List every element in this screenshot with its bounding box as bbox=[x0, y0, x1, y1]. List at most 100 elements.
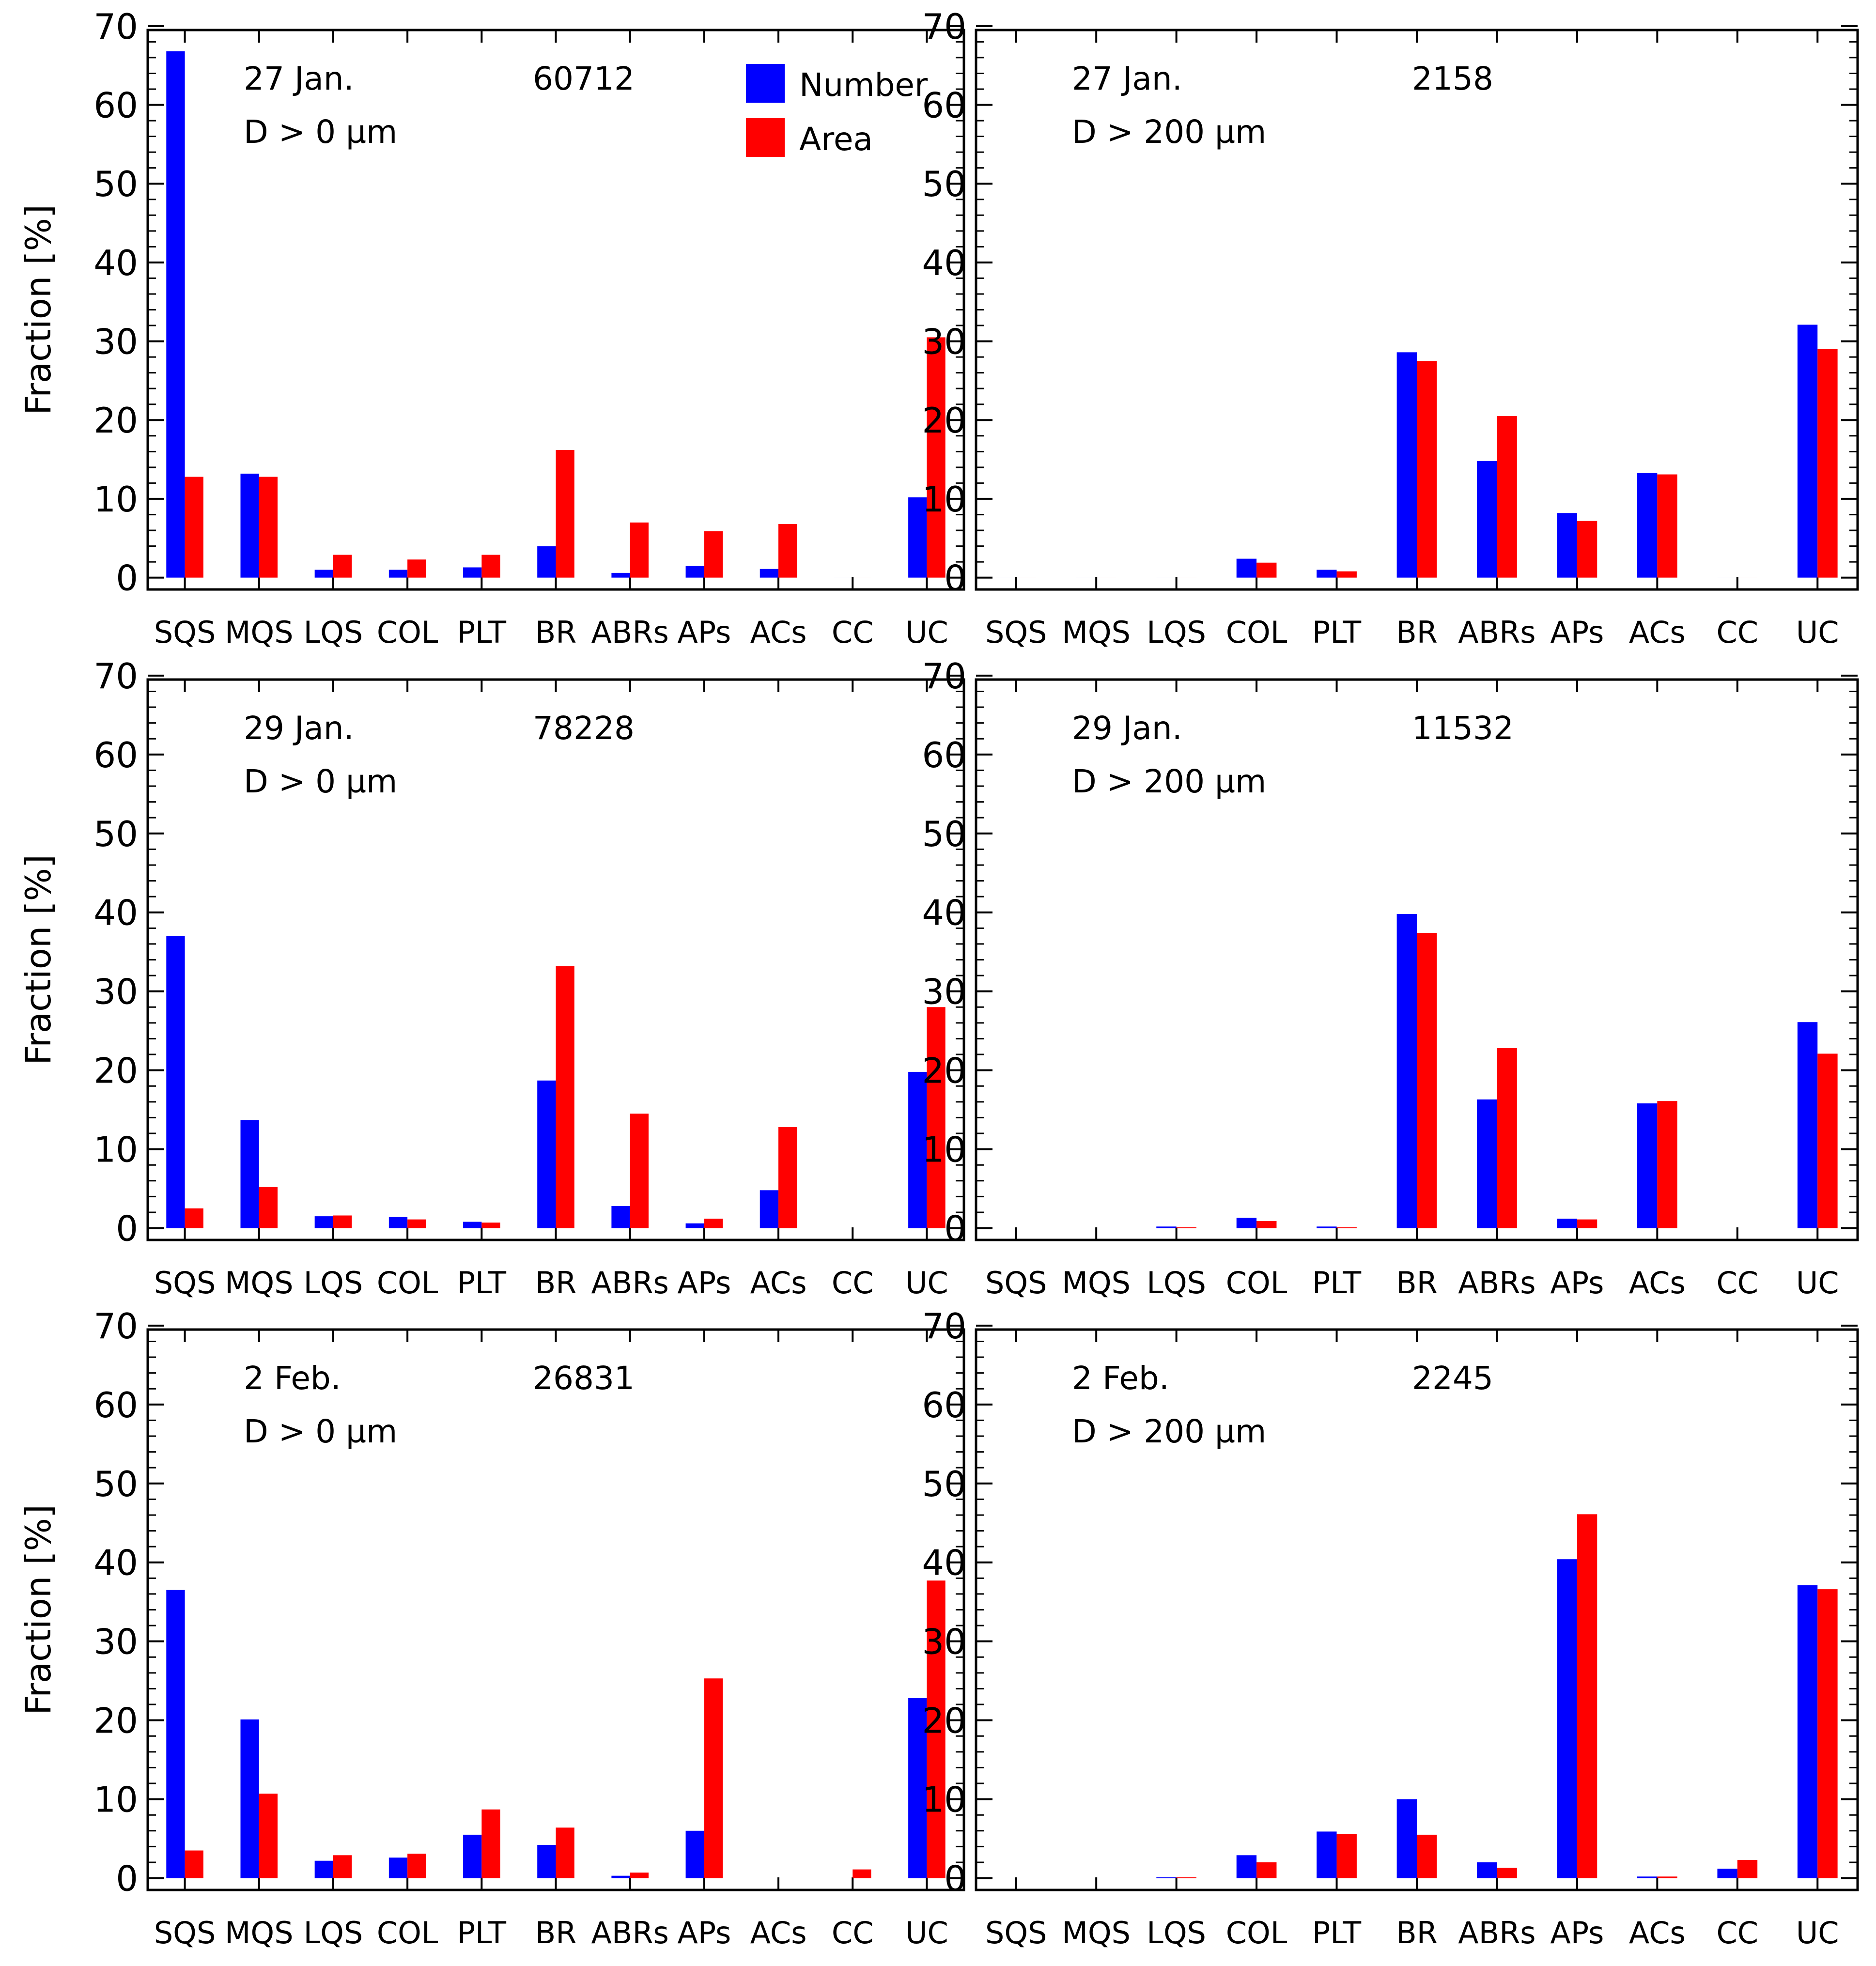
panel-count: 2245 bbox=[1412, 1360, 1493, 1397]
x-tick-label: COL bbox=[1226, 1265, 1287, 1300]
x-tick-label: LQS bbox=[304, 615, 363, 650]
bar-number bbox=[388, 570, 408, 578]
x-tick-label: CC bbox=[1717, 1265, 1759, 1300]
y-tick-label: 10 bbox=[93, 1130, 138, 1170]
bar-area bbox=[853, 1869, 871, 1878]
bar-number bbox=[166, 51, 185, 578]
bar-area bbox=[1497, 1048, 1517, 1228]
bar-number bbox=[1396, 1799, 1417, 1878]
bar-number bbox=[1317, 1226, 1337, 1228]
bar-area bbox=[185, 477, 203, 578]
panel-size-cut: D > 200 µm bbox=[1072, 1413, 1266, 1450]
bar-area bbox=[1817, 1053, 1838, 1228]
bar-number bbox=[314, 1860, 333, 1878]
y-tick-label: 40 bbox=[93, 1543, 138, 1583]
x-tick-label: UC bbox=[1796, 1265, 1839, 1300]
bar-area bbox=[1817, 349, 1838, 578]
bar-number bbox=[611, 1875, 630, 1878]
x-tick-label: ABRs bbox=[1458, 615, 1535, 650]
panel-4: 0 10 20 30 40 50 60 70 SQS MQS LQS COL PLT BR ABRs APs A… bbox=[922, 656, 1859, 1300]
bar-area bbox=[1417, 1834, 1437, 1878]
x-tick-label: UC bbox=[1796, 615, 1839, 650]
x-tick-label: COL bbox=[377, 1265, 438, 1300]
x-tick-label: MQS bbox=[225, 615, 294, 650]
bar-number bbox=[908, 1698, 927, 1878]
x-tick-label: MQS bbox=[225, 1915, 294, 1951]
bar-number bbox=[1477, 1862, 1497, 1878]
panel-size-cut: D > 0 µm bbox=[244, 1413, 397, 1450]
x-tick-label: PLT bbox=[1312, 615, 1362, 650]
bar-area bbox=[1497, 1868, 1517, 1878]
y-tick-label: 70 bbox=[922, 1306, 966, 1347]
x-tick-label: PLT bbox=[1312, 1265, 1362, 1300]
bar-number bbox=[1236, 1218, 1257, 1228]
panel-count: 60712 bbox=[533, 60, 635, 97]
y-axis-label: Fraction [%] bbox=[18, 1504, 59, 1715]
bar-area bbox=[407, 559, 426, 578]
y-tick-label: 70 bbox=[922, 6, 966, 47]
panel-3: 0 10 20 30 40 50 60 70 SQS MQS LQS COL PLT BR ABRs APs A… bbox=[18, 656, 965, 1300]
y-tick-label: 50 bbox=[922, 1464, 966, 1504]
y-tick-label: 10 bbox=[93, 479, 138, 520]
x-tick-label: APs bbox=[1550, 1265, 1604, 1300]
bar-area bbox=[185, 1850, 203, 1878]
bar-area bbox=[704, 1678, 723, 1878]
bar-area bbox=[1176, 1877, 1196, 1878]
y-tick-label: 50 bbox=[93, 164, 138, 204]
bar-area bbox=[333, 1855, 352, 1878]
y-tick-label: 10 bbox=[922, 479, 966, 520]
y-tick-label: 70 bbox=[922, 656, 966, 697]
legend: Number Area bbox=[746, 64, 928, 158]
bar-number bbox=[1396, 913, 1417, 1228]
x-tick-label: ACs bbox=[750, 615, 807, 650]
bar-number bbox=[1477, 1099, 1497, 1228]
x-tick-label: PLT bbox=[457, 1915, 507, 1951]
y-tick-label: 40 bbox=[922, 893, 966, 933]
panel-count: 26831 bbox=[533, 1360, 635, 1397]
y-tick-label: 40 bbox=[93, 243, 138, 283]
x-tick-label: BR bbox=[1396, 1915, 1438, 1951]
x-tick-label: PLT bbox=[1312, 1915, 1362, 1951]
panel-date: 29 Jan. bbox=[1072, 710, 1182, 747]
x-tick-label: ABRs bbox=[1458, 1265, 1535, 1300]
y-tick-label: 20 bbox=[93, 400, 138, 441]
panel-count: 78228 bbox=[533, 710, 635, 747]
y-tick-label: 60 bbox=[93, 85, 138, 126]
bar-area bbox=[1336, 1227, 1357, 1228]
y-tick-label: 20 bbox=[922, 1701, 966, 1741]
legend-area-label: Area bbox=[799, 121, 873, 158]
y-tick-label: 10 bbox=[922, 1780, 966, 1820]
x-tick-label: SQS bbox=[154, 615, 216, 650]
bar-area bbox=[333, 1215, 352, 1228]
bar-area bbox=[927, 1580, 946, 1878]
y-tick-label: 30 bbox=[93, 972, 138, 1012]
x-tick-label: SQS bbox=[985, 615, 1047, 650]
panel-date: 29 Jan. bbox=[244, 710, 354, 747]
bar-number bbox=[1236, 1855, 1257, 1878]
bar-area bbox=[1577, 1219, 1597, 1228]
y-tick-label: 30 bbox=[922, 322, 966, 362]
x-tick-label: ACs bbox=[750, 1265, 807, 1300]
y-tick-label: 60 bbox=[922, 85, 966, 126]
bar-number bbox=[1637, 473, 1658, 578]
y-tick-label: 60 bbox=[922, 735, 966, 775]
y-tick-label: 10 bbox=[93, 1780, 138, 1820]
y-tick-label: 0 bbox=[116, 1858, 138, 1899]
y-tick-label: 40 bbox=[922, 243, 966, 283]
panel-5: 0 10 20 30 40 50 60 70 SQS MQS LQS COL PLT BR ABRs APs A… bbox=[18, 1306, 965, 1951]
bar-area bbox=[333, 555, 352, 578]
y-tick-label: 20 bbox=[922, 1051, 966, 1091]
panel-date: 2 Feb. bbox=[244, 1360, 341, 1397]
bar-area bbox=[556, 1827, 574, 1878]
bar-area bbox=[259, 477, 278, 578]
x-tick-label: CC bbox=[1717, 615, 1759, 650]
x-tick-label: ACs bbox=[1629, 1265, 1686, 1300]
x-tick-label: SQS bbox=[985, 1265, 1047, 1300]
bar-number bbox=[1477, 461, 1497, 578]
bar-number bbox=[463, 1222, 482, 1228]
x-tick-label: SQS bbox=[985, 1915, 1047, 1951]
bar-number bbox=[240, 473, 259, 578]
panel-2: 0 10 20 30 40 50 60 70 SQS MQS LQS COL PLT BR ABRs APs A… bbox=[922, 6, 1859, 650]
x-tick-label: ABRs bbox=[1458, 1915, 1535, 1951]
